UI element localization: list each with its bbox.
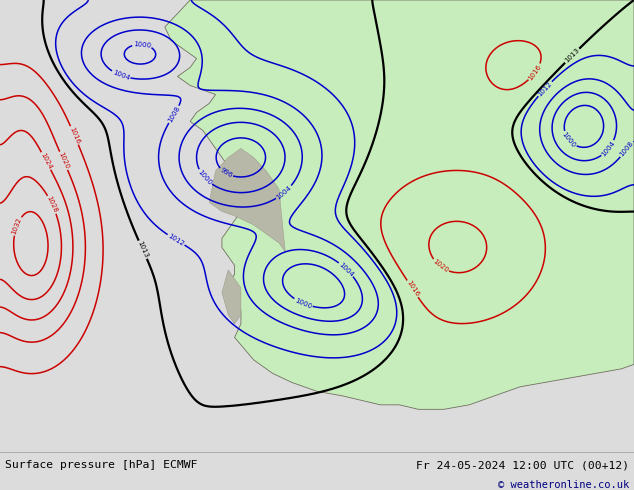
- Text: Surface pressure [hPa] ECMWF: Surface pressure [hPa] ECMWF: [5, 460, 198, 470]
- Text: 1008: 1008: [167, 105, 181, 123]
- Polygon shape: [165, 0, 634, 409]
- Text: 1004: 1004: [338, 261, 355, 278]
- Text: 1016: 1016: [527, 63, 543, 81]
- Text: 1004: 1004: [275, 185, 293, 200]
- Text: 1016: 1016: [68, 126, 81, 145]
- Text: 1013: 1013: [136, 240, 149, 259]
- Text: 1000: 1000: [133, 41, 152, 49]
- Text: 1000: 1000: [294, 297, 313, 310]
- Text: 1000: 1000: [561, 131, 577, 149]
- Text: 1000: 1000: [197, 169, 213, 186]
- Polygon shape: [222, 270, 241, 324]
- Text: 1032: 1032: [11, 217, 23, 236]
- Text: 1020: 1020: [432, 258, 450, 274]
- Text: Fr 24-05-2024 12:00 UTC (00+12): Fr 24-05-2024 12:00 UTC (00+12): [416, 460, 629, 470]
- Text: 1028: 1028: [46, 195, 59, 214]
- Polygon shape: [209, 148, 285, 252]
- Text: 1020: 1020: [57, 151, 70, 170]
- Text: © weatheronline.co.uk: © weatheronline.co.uk: [498, 480, 629, 490]
- Text: 1012: 1012: [536, 80, 553, 98]
- Text: 1004: 1004: [600, 140, 616, 157]
- Text: 1004: 1004: [112, 69, 130, 81]
- Text: 1008: 1008: [618, 140, 634, 158]
- Text: 1013: 1013: [564, 47, 581, 64]
- Text: 1024: 1024: [39, 152, 53, 170]
- Text: 1012: 1012: [167, 233, 185, 247]
- Text: 996: 996: [219, 167, 233, 179]
- Text: 1016: 1016: [405, 280, 420, 298]
